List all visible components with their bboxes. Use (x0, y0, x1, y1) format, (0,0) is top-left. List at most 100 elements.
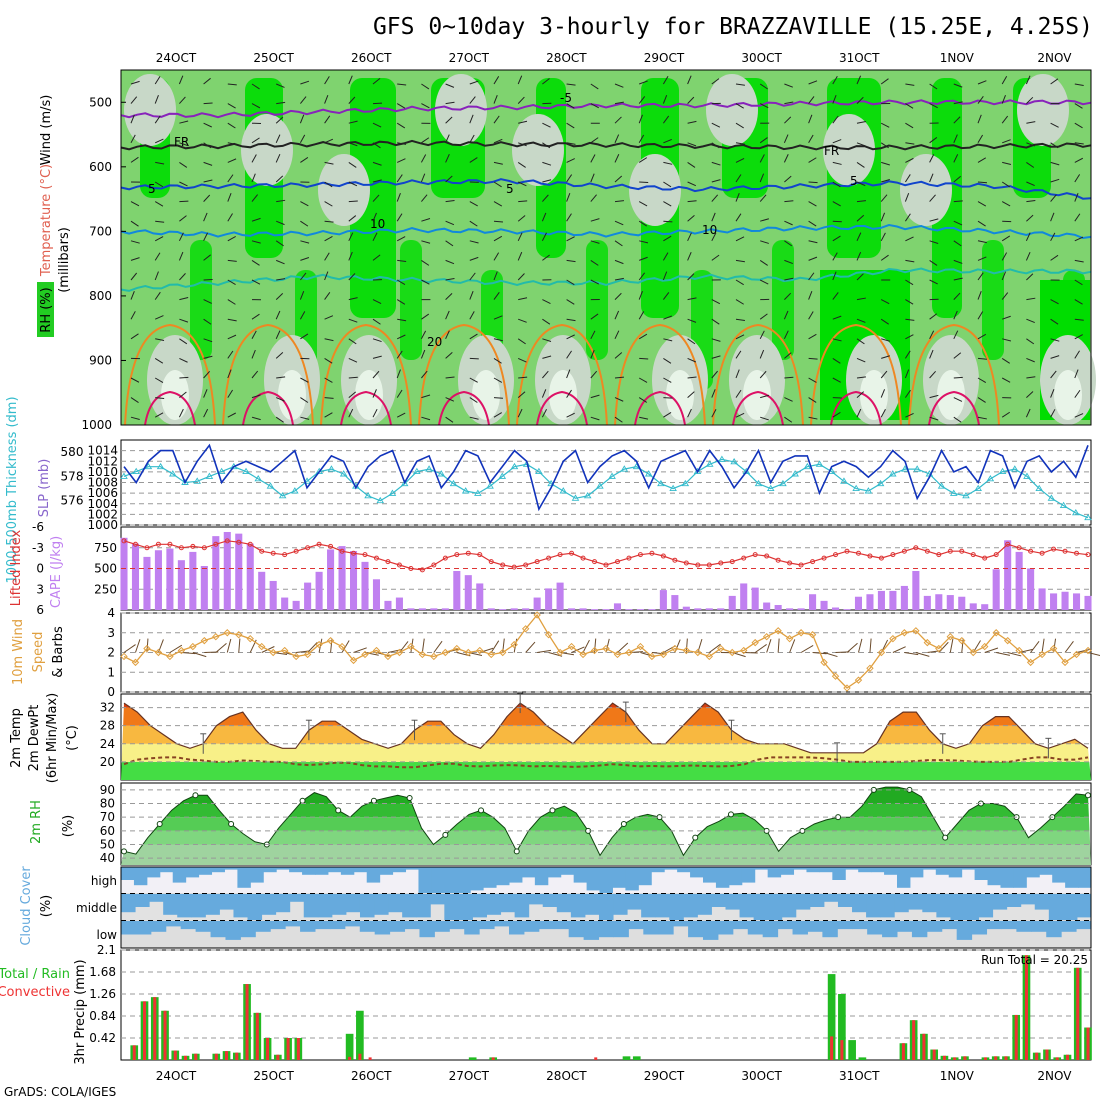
wind-barb (977, 220, 986, 227)
cape-bar (223, 531, 231, 610)
isotherm-line (120, 267, 1092, 292)
rh-pale-patch (161, 370, 189, 420)
thickness-marker (852, 484, 860, 492)
lifted-index-marker (282, 552, 288, 558)
cloud-bar-low (389, 921, 406, 932)
wind-barb (372, 408, 378, 418)
cape-bar (200, 566, 208, 610)
li-tick-label: 0 (36, 562, 44, 576)
wind-barb (977, 397, 986, 403)
rh-moist-band (772, 240, 794, 360)
thickness-marker (1023, 472, 1031, 479)
cloud-bar-low (837, 921, 853, 930)
lifted-index-marker (351, 550, 357, 556)
wind-speed-marker (866, 664, 874, 673)
precip-total-bar (345, 1033, 354, 1060)
wind-speed-marker (499, 648, 507, 657)
rh-marker (370, 797, 377, 804)
wind-barb (977, 157, 987, 163)
thickness-marker (815, 460, 824, 467)
cape-bar (763, 602, 771, 610)
wind-barb (856, 273, 864, 281)
wind-barb (300, 416, 310, 420)
wind-barb (154, 76, 161, 85)
cloud-bar-high (250, 867, 264, 883)
wind-barb (1026, 121, 1036, 124)
wind-barb (1074, 236, 1084, 242)
cape-bar (797, 608, 805, 610)
wind-barb (130, 257, 140, 261)
thickness-axis-label: 1000-500mb Thickness (dm) (5, 396, 20, 583)
wind-barb (445, 199, 455, 203)
wind-barb (1074, 122, 1083, 129)
wind-speed-marker (418, 650, 427, 659)
minmax-axis-label: (6hr Min/Max) (45, 693, 60, 783)
thickness-marker (254, 474, 263, 482)
wind-barb (590, 218, 600, 222)
wind-barb (808, 256, 818, 261)
lifted-index-marker (339, 548, 345, 554)
wind-axis-label: 10m Wind (11, 619, 26, 685)
wind-barb (517, 75, 523, 85)
wind-barb (590, 137, 599, 144)
cloud-bar-middle (922, 894, 937, 913)
thickness-marker (1059, 501, 1068, 509)
wind-tick-label: 0 (107, 685, 115, 699)
wind-barb (566, 158, 575, 163)
wind-barb (1001, 235, 1011, 242)
cape-bar (1027, 568, 1035, 610)
wind-barb (687, 232, 692, 242)
wind-barb (929, 416, 939, 421)
cape-bar (487, 608, 495, 610)
cloud-bar-low (165, 921, 182, 927)
wind-speed-marker (854, 676, 863, 684)
wind-barb (759, 173, 765, 183)
cloud-bar-high (1026, 867, 1040, 878)
wind-barb (541, 408, 547, 418)
wind-barb (300, 397, 309, 403)
wind-barb (735, 389, 742, 398)
wind-barb (880, 212, 886, 222)
contour-label: 10 (370, 217, 385, 231)
wind-barb (203, 408, 209, 418)
cape-bar (327, 549, 335, 610)
thickness-marker (888, 470, 897, 477)
wind-barb (808, 240, 818, 244)
wind-barb (977, 181, 988, 184)
wind-barb (348, 408, 354, 418)
date-label-top: 28OCT (546, 51, 587, 65)
wind-barb (590, 313, 599, 320)
cloud-bar-middle (936, 894, 951, 918)
wind-barb (300, 220, 309, 227)
wind-barb (808, 181, 818, 184)
wind-barb (396, 174, 403, 183)
wind-barb (856, 142, 866, 147)
lifted-index-marker (1028, 548, 1034, 554)
wind-barb (227, 193, 232, 202)
wind-barb (299, 311, 306, 320)
precip-tick-label: 2.1 (97, 943, 116, 957)
wind-barb (905, 334, 914, 340)
thickness-line (123, 458, 1089, 519)
wind-barb (639, 80, 648, 85)
wind-barb (1050, 194, 1057, 202)
cape-bar (831, 607, 840, 610)
wind-barb (590, 173, 595, 183)
wind-barb (953, 310, 958, 320)
cape-bar (269, 580, 277, 610)
wind-barb (130, 80, 140, 85)
wind-barb (1074, 299, 1083, 305)
wind-barb (518, 120, 528, 124)
thickness-marker (449, 479, 458, 487)
thickness-marker (1047, 494, 1056, 501)
wind-barb (469, 377, 478, 383)
wind-barb (493, 338, 503, 342)
thickness-marker (608, 472, 616, 479)
wind-barb (711, 370, 718, 379)
lifted-index-marker (213, 541, 219, 547)
precip-convective-bar (830, 1036, 834, 1060)
cloud-bar-high (793, 867, 807, 870)
wind-barb (880, 254, 889, 261)
wind-barb (421, 83, 430, 90)
cape-bar (900, 585, 908, 610)
